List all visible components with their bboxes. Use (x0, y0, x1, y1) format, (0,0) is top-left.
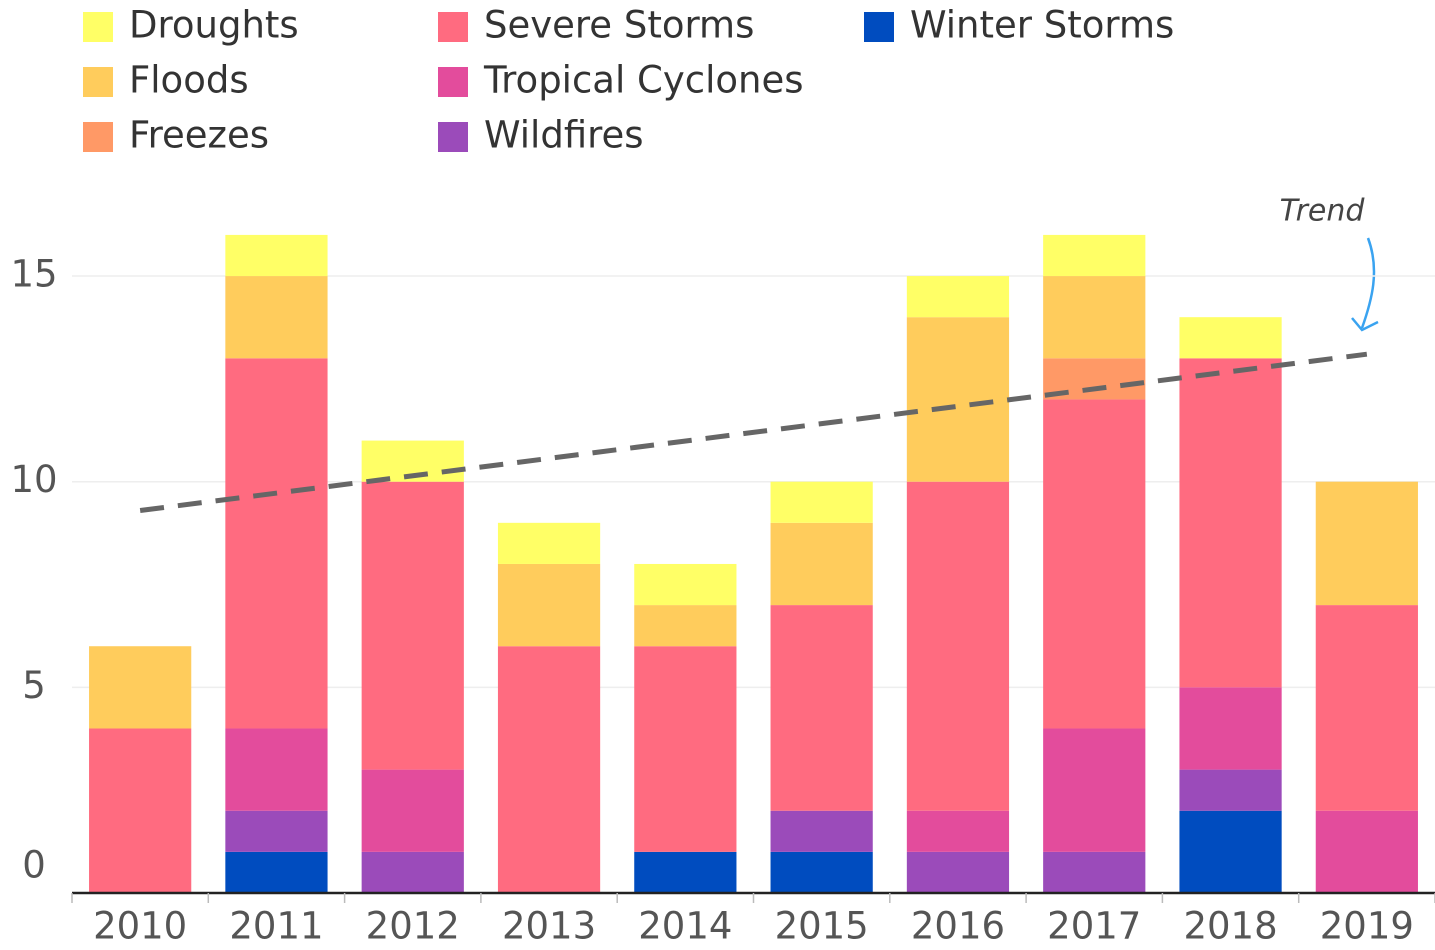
bar-segment (497, 522, 601, 564)
bar-segment (770, 851, 873, 893)
x-tick-label: 2011 (229, 905, 323, 948)
bar-segment (634, 563, 737, 606)
legend-swatch (83, 67, 113, 97)
bar-segment (1315, 481, 1418, 606)
legend-swatch (438, 12, 468, 42)
legend-label: Droughts (129, 4, 299, 47)
bar-segment (225, 851, 328, 893)
trend-line (139, 351, 1368, 513)
x-tick-label: 2012 (366, 905, 460, 948)
bar-segment (1043, 276, 1146, 359)
legend-swatch (438, 67, 468, 97)
bar-segment (225, 728, 328, 811)
bar-segment (770, 522, 873, 606)
legend-label: Floods (129, 59, 249, 102)
legend-label: Wildfires (484, 114, 644, 157)
bar-segment (497, 563, 601, 647)
x-tick-label: 2014 (638, 905, 732, 948)
x-tick-label: 2017 (1047, 905, 1141, 948)
bar-segment (89, 728, 192, 893)
bar-segment (89, 646, 192, 729)
bar-segment (225, 810, 328, 852)
bar-segment (497, 646, 601, 893)
bar-segment (1043, 399, 1146, 729)
y-tick-label: 0 (22, 844, 46, 887)
bar-segment (1043, 851, 1146, 893)
x-tick-label: 2015 (775, 905, 869, 948)
y-tick-label: 10 (10, 458, 57, 501)
legend-label: Tropical Cyclones (483, 59, 804, 102)
bar-segment (906, 481, 1010, 811)
bar-segment (634, 646, 737, 852)
bar-segment (361, 851, 464, 893)
bar-segment (906, 276, 1010, 318)
trend-label: Trend (1280, 194, 1366, 229)
bar-segment (361, 769, 464, 852)
bar-segment (906, 810, 1010, 852)
legend-swatch (83, 12, 113, 42)
y-tick-label: 15 (10, 253, 57, 296)
bar-segment (770, 481, 873, 523)
bar-segment (634, 605, 737, 647)
x-tick-label: 2016 (911, 905, 1005, 948)
bar-segment (1315, 810, 1418, 893)
legend-label: Freezes (129, 114, 269, 157)
x-tick-label: 2019 (1320, 905, 1414, 948)
bar-segment (770, 605, 873, 811)
legend-swatch (83, 122, 113, 152)
legend-label: Winter Storms (910, 4, 1174, 47)
legend-swatch (864, 12, 894, 42)
bar-segment (1179, 810, 1282, 893)
bar-segment (1043, 234, 1146, 277)
x-tick-label: 2018 (1183, 905, 1277, 948)
legend-swatch (438, 122, 468, 152)
bar-segment (225, 234, 328, 277)
x-tick-label: 2010 (93, 905, 187, 948)
bar-segment (225, 276, 328, 359)
bar-segment (225, 358, 328, 729)
bar-segment (1179, 317, 1282, 359)
x-tick-label: 2013 (502, 905, 596, 948)
bar-segment (361, 481, 464, 770)
bar-segment (906, 851, 1010, 893)
y-tick-label: 5 (22, 664, 46, 707)
bar-segment (1315, 605, 1418, 811)
legend-label: Severe Storms (484, 4, 754, 47)
bar-segment (1043, 728, 1146, 852)
bar-segment (906, 317, 1010, 482)
bar-segment (1179, 358, 1282, 688)
bar-segment (1179, 769, 1282, 811)
trend-arrow (1351, 237, 1379, 332)
bar-segment (770, 810, 873, 852)
bar-segment (634, 851, 737, 893)
bar-segment (1179, 687, 1282, 770)
